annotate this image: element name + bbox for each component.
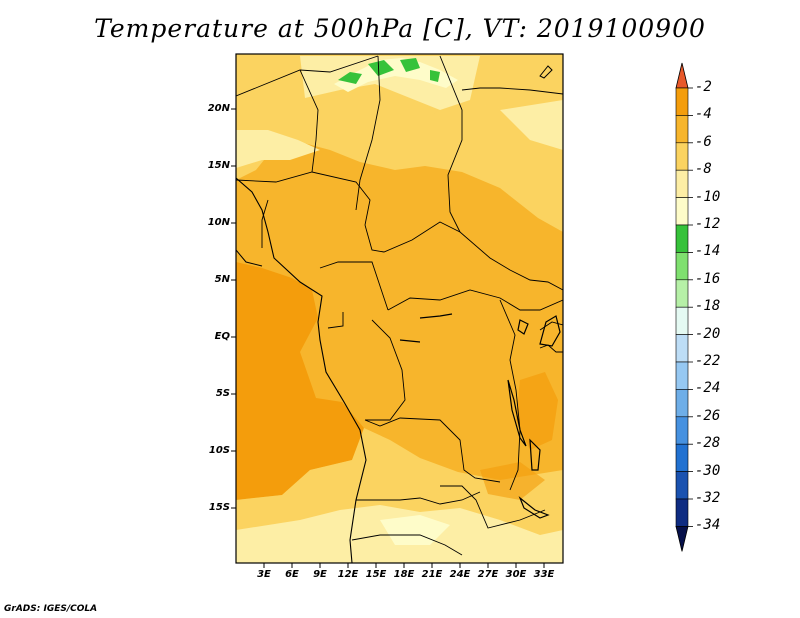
lon-label: 12E bbox=[337, 569, 359, 580]
colorbar-swatch bbox=[675, 361, 689, 390]
colorbar-swatch bbox=[675, 87, 689, 116]
colorbar-label: -2 bbox=[695, 79, 712, 95]
colorbar-swatch bbox=[675, 197, 689, 226]
lat-label: 10S bbox=[208, 445, 230, 456]
lat-label: 10N bbox=[207, 217, 230, 228]
colorbar-swatch bbox=[675, 115, 689, 144]
colorbar-label: -32 bbox=[695, 490, 721, 506]
lat-label: 20N bbox=[207, 103, 230, 114]
chart-title: Temperature at 500hPa [C], VT: 201910090… bbox=[94, 14, 706, 43]
lat-label: 5N bbox=[214, 274, 230, 285]
colorbar-swatch bbox=[675, 169, 689, 198]
lon-label: 6E bbox=[285, 569, 299, 580]
colorbar-label: -24 bbox=[695, 380, 721, 397]
lon-label: 21E bbox=[421, 569, 443, 580]
colorbar-swatch bbox=[675, 416, 689, 445]
lon-label: 24E bbox=[449, 569, 471, 580]
lon-label: 18E bbox=[393, 569, 415, 580]
colorbar-swatch bbox=[675, 252, 689, 281]
lon-label: 15E bbox=[365, 569, 387, 580]
colorbar-label: -34 bbox=[695, 517, 721, 534]
colorbar-label: -12 bbox=[695, 216, 721, 232]
colorbar-swatch bbox=[675, 306, 689, 335]
lon-label: 30E bbox=[505, 569, 527, 580]
lat-label: 15N bbox=[207, 160, 230, 171]
colorbar-label: -28 bbox=[695, 435, 721, 452]
colorbar-swatch bbox=[675, 498, 689, 527]
temperature-field bbox=[236, 54, 563, 563]
colorbar-swatch bbox=[675, 334, 689, 363]
colorbar-label: -6 bbox=[695, 133, 712, 150]
colorbar-label: -14 bbox=[695, 243, 721, 260]
colorbar-extend-top bbox=[675, 62, 689, 89]
lon-label: 27E bbox=[477, 569, 499, 580]
lat-label: 5S bbox=[215, 388, 230, 399]
colorbar-extend-bottom bbox=[675, 526, 689, 552]
colorbar-swatch bbox=[675, 471, 689, 500]
colorbar-label: -10 bbox=[695, 188, 721, 205]
colorbar-label: -20 bbox=[695, 325, 721, 342]
colorbar-label: -18 bbox=[695, 298, 721, 315]
colorbar-swatch bbox=[675, 443, 689, 472]
lon-label: 33E bbox=[533, 569, 555, 580]
credit-text: GrADS: IGES/COLA bbox=[4, 604, 98, 614]
lat-label: EQ bbox=[214, 331, 230, 342]
colorbar-label: -26 bbox=[695, 407, 721, 424]
lat-label: 15S bbox=[208, 502, 230, 513]
colorbar-label: -30 bbox=[695, 462, 721, 479]
colorbar-swatch bbox=[675, 224, 689, 253]
colorbar-swatch bbox=[675, 279, 689, 308]
colorbar-label: -4 bbox=[695, 106, 712, 123]
colorbar-swatch bbox=[675, 142, 689, 171]
colorbar-swatch bbox=[675, 389, 689, 418]
colorbar-label: -8 bbox=[695, 161, 712, 178]
lon-label: 3E bbox=[257, 569, 271, 580]
colorbar bbox=[675, 62, 693, 552]
colorbar-label: -22 bbox=[695, 353, 721, 369]
colorbar-label: -16 bbox=[695, 270, 721, 287]
lon-label: 9E bbox=[313, 569, 327, 580]
